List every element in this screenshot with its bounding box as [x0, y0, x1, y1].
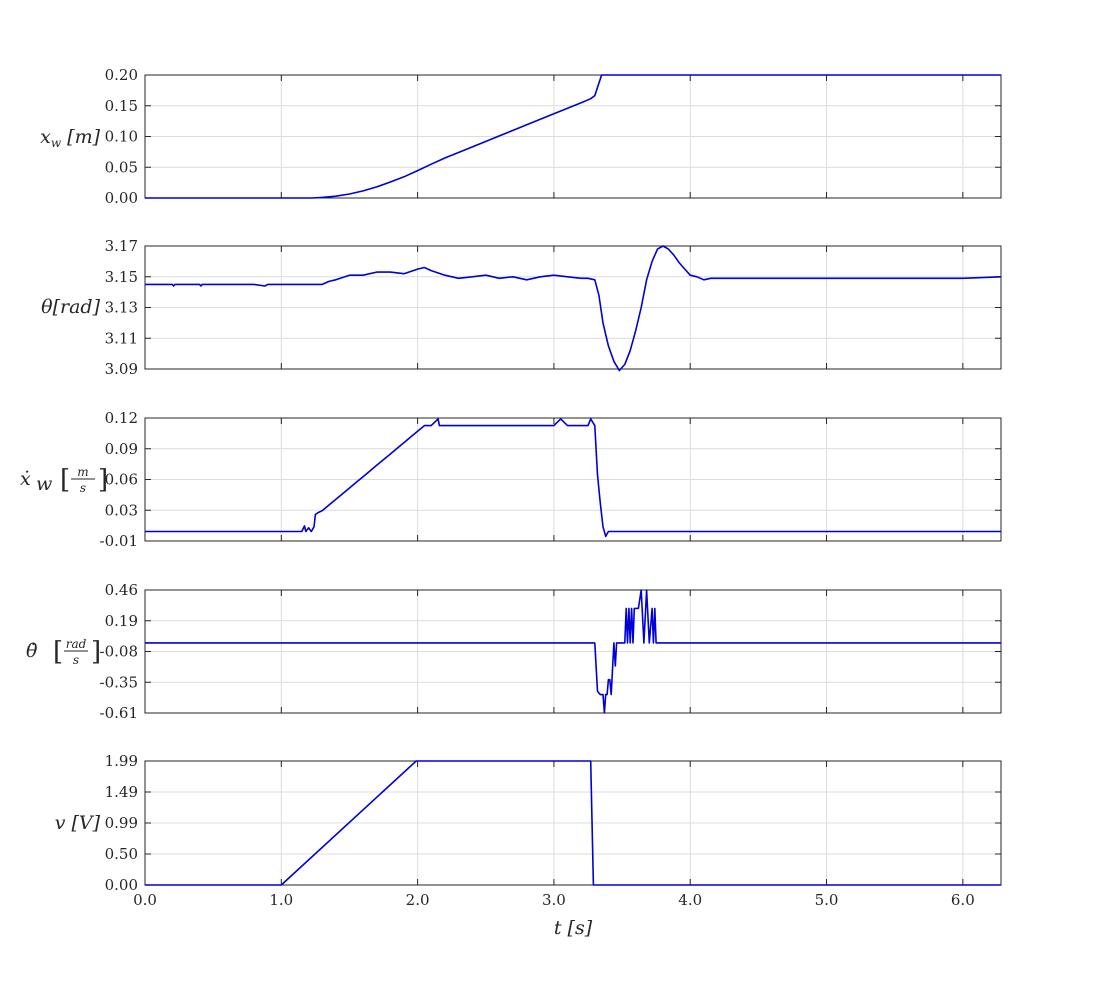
- y-label-unit: [rad]: [53, 296, 101, 318]
- y-label-text: v [V]: [55, 812, 101, 834]
- y-tick-label: 1.49: [105, 783, 138, 801]
- y-tick-label: 0.50: [105, 845, 138, 863]
- y-label-subscript: w: [51, 136, 62, 150]
- bracket-left: [: [53, 637, 63, 667]
- chart-panel-3: -0.01 0.03 0.06 0.09 0.12 ẋ w [ ms]: [20, 409, 1002, 550]
- x-axis-label: t [s]: [554, 917, 593, 939]
- y-tick-label: 0.05: [105, 158, 138, 176]
- x-tick-label: 4.0: [678, 891, 702, 909]
- y-label-unit-denominator: s: [73, 653, 79, 667]
- y-label-unit-denominator: s: [80, 481, 86, 495]
- chart-panel-5: 0.00 0.50 0.99 1.49 1.99 0.0 1.0 2.0 3.0 4.0 5.0 6.…: [55, 752, 1002, 939]
- y-label-symbol: θ: [41, 296, 53, 318]
- y-tick-label: 0.15: [105, 97, 138, 115]
- y-tick-label: 3.09: [105, 360, 138, 378]
- y-tick-label: 0.19: [105, 612, 138, 630]
- y-tick-label: 0.99: [105, 814, 138, 832]
- y-label-symbol: v: [55, 812, 66, 834]
- y-label-unit-numerator: rad: [66, 637, 87, 651]
- y-label-symbol: x: [40, 126, 51, 148]
- y-tick-label: 3.17: [105, 237, 138, 255]
- data-series-line: [145, 589, 1001, 714]
- y-axis-label: xw [m]: [40, 126, 100, 150]
- y-tick-label: -0.61: [100, 704, 138, 722]
- y-label-symbol: ẋ: [20, 468, 31, 490]
- x-label-unit: [s]: [568, 917, 593, 939]
- bracket-left: [: [60, 465, 70, 495]
- x-tick-label: 0.0: [133, 891, 157, 909]
- data-series-line: [145, 74, 1001, 199]
- y-tick-label: 0.06: [105, 471, 138, 489]
- y-label-unit: [V]: [71, 812, 100, 834]
- y-tick-label: 0.12: [105, 409, 138, 427]
- x-label-symbol: t: [554, 917, 562, 939]
- y-tick-label: 3.11: [105, 329, 138, 347]
- chart-panel-2: 3.09 3.11 3.13 3.15 3.17 θ[rad]: [41, 237, 1002, 378]
- y-label-text: xw [m]: [40, 126, 100, 150]
- y-tick-label: 0.00: [105, 189, 138, 207]
- chart-panel-4: -0.61 -0.35 -0.08 0.19 0.46 θ̇ [rad s]: [26, 581, 1002, 722]
- y-tick-label: 0.20: [105, 66, 138, 84]
- y-axis-label: θ̇ [rad s]: [26, 637, 101, 667]
- y-label-text: θ[rad]: [41, 296, 100, 318]
- x-tick-label: 3.0: [542, 891, 566, 909]
- bracket-right: ]: [91, 637, 101, 667]
- y-tick-label: 0.09: [105, 440, 138, 458]
- chart-panel-1: 0.00 0.05 0.10 0.15 0.20 xw [m]: [40, 66, 1002, 207]
- y-tick-label: 3.13: [105, 299, 138, 317]
- data-series-line: [145, 760, 1001, 886]
- x-tick-label: 1.0: [269, 891, 293, 909]
- y-label-symbol: θ̇: [26, 640, 38, 662]
- y-tick-label: 1.99: [105, 752, 138, 770]
- y-axis-label: v [V]: [55, 812, 101, 834]
- y-label-subscript: w: [36, 473, 52, 495]
- data-series-line: [145, 418, 1001, 538]
- y-tick-label: -0.01: [100, 532, 138, 550]
- y-label-unit-numerator: m: [77, 465, 88, 479]
- data-series-line: [145, 245, 1002, 372]
- y-axis-label: ẋ w [ ms]: [20, 465, 108, 495]
- y-tick-label: 0.00: [105, 876, 138, 894]
- y-tick-label: 3.15: [105, 268, 138, 286]
- x-tick-label: 6.0: [951, 891, 975, 909]
- y-axis-label: θ[rad]: [41, 296, 100, 318]
- x-tick-label: 2.0: [406, 891, 430, 909]
- y-label-unit: [m]: [67, 126, 100, 148]
- y-tick-label: -0.08: [100, 643, 138, 661]
- bracket-right: ]: [98, 465, 108, 495]
- y-tick-label: 0.46: [105, 581, 138, 599]
- y-tick-label: -0.35: [100, 673, 138, 691]
- x-tick-label: 5.0: [815, 891, 839, 909]
- y-tick-label: 0.10: [105, 128, 138, 146]
- y-tick-label: 0.03: [105, 501, 138, 519]
